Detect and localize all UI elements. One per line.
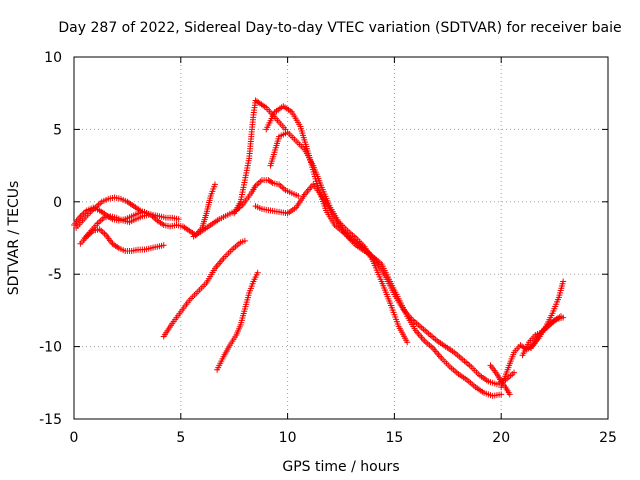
x-tick-label: 15	[385, 430, 403, 446]
series-track-4	[81, 211, 152, 241]
series-track-7	[214, 269, 261, 373]
x-axis-label: GPS time / hours	[282, 459, 399, 475]
data-point	[160, 242, 167, 249]
data-point	[145, 211, 152, 218]
data-marks	[71, 97, 567, 399]
x-tick-label: 20	[492, 430, 510, 446]
series-track-12	[498, 278, 567, 391]
series-track-2	[73, 194, 182, 231]
series-track-5	[160, 237, 248, 340]
x-tick-label: 10	[279, 430, 297, 446]
x-tick-label: 5	[176, 430, 185, 446]
data-point	[560, 278, 567, 285]
series-track-15	[487, 362, 513, 398]
y-tick-label: -15	[39, 412, 62, 428]
x-tick-label: 25	[599, 430, 617, 446]
series-track-14	[528, 314, 567, 352]
y-axis-label: SDTVAR / TECUs	[6, 181, 22, 296]
data-point	[175, 216, 182, 223]
y-tick-label: -5	[48, 267, 62, 283]
data-point	[404, 339, 411, 346]
plot-frame	[73, 56, 609, 420]
series-track-6	[190, 177, 302, 240]
y-tick-label: -10	[39, 340, 62, 356]
y-tick-label: 0	[53, 195, 62, 211]
series-track-11	[267, 129, 411, 346]
x-tick-label: 0	[70, 430, 79, 446]
data-point	[498, 391, 505, 398]
data-point	[268, 179, 275, 186]
series-track-8	[231, 97, 289, 217]
data-point	[255, 99, 262, 106]
y-tick-labels: -15 -10 -5 0 5 10	[39, 50, 62, 428]
data-point	[506, 391, 513, 398]
data-point	[560, 314, 567, 321]
y-tick-label: 10	[44, 50, 62, 66]
data-point	[254, 269, 261, 276]
data-point	[295, 193, 302, 200]
data-point	[241, 237, 248, 244]
chart-title: Day 287 of 2022, Sidereal Day-to-day VTE…	[58, 20, 621, 36]
series-track-9	[252, 181, 505, 399]
x-tick-labels: 0 5 10 15 20 25	[70, 430, 617, 446]
data-point	[211, 181, 218, 188]
axis-ticks	[73, 56, 609, 420]
data-point	[511, 369, 518, 376]
grid-lines	[74, 57, 608, 419]
y-tick-label: 5	[53, 122, 62, 138]
